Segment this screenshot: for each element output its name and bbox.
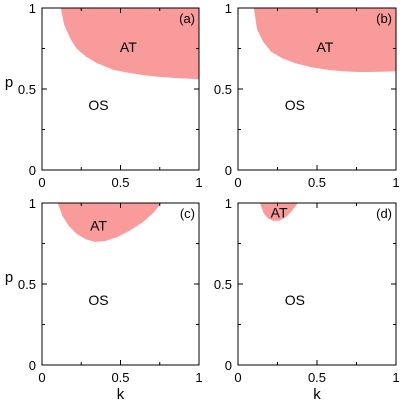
y-tick-label: 1 xyxy=(225,196,232,211)
plot-frame xyxy=(237,202,397,366)
y-tick-label: 0 xyxy=(225,163,232,178)
region-label-os: OS xyxy=(285,292,305,308)
x-tick-label: 1 xyxy=(392,370,399,385)
x-tick-label: 0.5 xyxy=(308,175,326,190)
x-tick-label: 0.5 xyxy=(111,175,129,190)
panel-3: 0 0.5 1 0 0.5 1 p k AT OS (c) xyxy=(5,196,203,403)
region-label-os: OS xyxy=(285,97,305,113)
panel-tag: (b) xyxy=(376,11,392,26)
panel-1: 0 0.5 1 0 0.5 1 p AT OS (a) xyxy=(5,1,203,190)
x-tick-label: 0 xyxy=(234,370,241,385)
x-tick-label: 0.5 xyxy=(111,370,129,385)
y-tick-label: 0 xyxy=(29,163,36,178)
y-tick-label: 0.5 xyxy=(214,277,232,292)
y-tick-label: 1 xyxy=(29,196,36,211)
panel-4: 0 0.5 1 0 0.5 1 k AT OS (d) xyxy=(214,196,400,403)
x-axis-title: k xyxy=(117,386,125,403)
x-tick-label: 1 xyxy=(392,175,399,190)
at-region-area xyxy=(60,8,199,80)
panel-2: 0 0.5 1 0 0.5 1 AT OS (b) xyxy=(214,1,400,190)
panel-tag: (a) xyxy=(179,11,195,26)
region-label-os: OS xyxy=(88,292,108,308)
y-tick-label: 1 xyxy=(225,1,232,16)
region-label-at: AT xyxy=(316,39,333,55)
y-axis-title: p xyxy=(5,269,13,286)
region-label-at: AT xyxy=(271,205,288,221)
y-tick-label: 0.5 xyxy=(18,82,36,97)
region-label-at: AT xyxy=(120,39,137,55)
y-tick-label: 1 xyxy=(29,1,36,16)
y-tick-label: 0 xyxy=(225,358,232,373)
panel-tag: (d) xyxy=(376,206,392,221)
panel-tag: (c) xyxy=(180,206,195,221)
region-label-os: OS xyxy=(88,97,108,113)
y-axis-title: p xyxy=(5,74,13,91)
y-tick-label: 0.5 xyxy=(18,277,36,292)
x-tick-label: 0 xyxy=(234,175,241,190)
at-region-area xyxy=(260,203,298,221)
x-tick-label: 1 xyxy=(195,370,202,385)
x-axis-title: k xyxy=(313,386,321,403)
x-tick-label: 0 xyxy=(38,175,45,190)
at-region-area xyxy=(253,8,396,72)
x-tick-label: 0 xyxy=(38,370,45,385)
region-label-at: AT xyxy=(90,218,107,234)
at-region-area xyxy=(57,203,162,242)
x-tick-label: 0.5 xyxy=(308,370,326,385)
y-tick-label: 0 xyxy=(29,358,36,373)
y-tick-label: 0.5 xyxy=(214,82,232,97)
x-tick-label: 1 xyxy=(195,175,202,190)
